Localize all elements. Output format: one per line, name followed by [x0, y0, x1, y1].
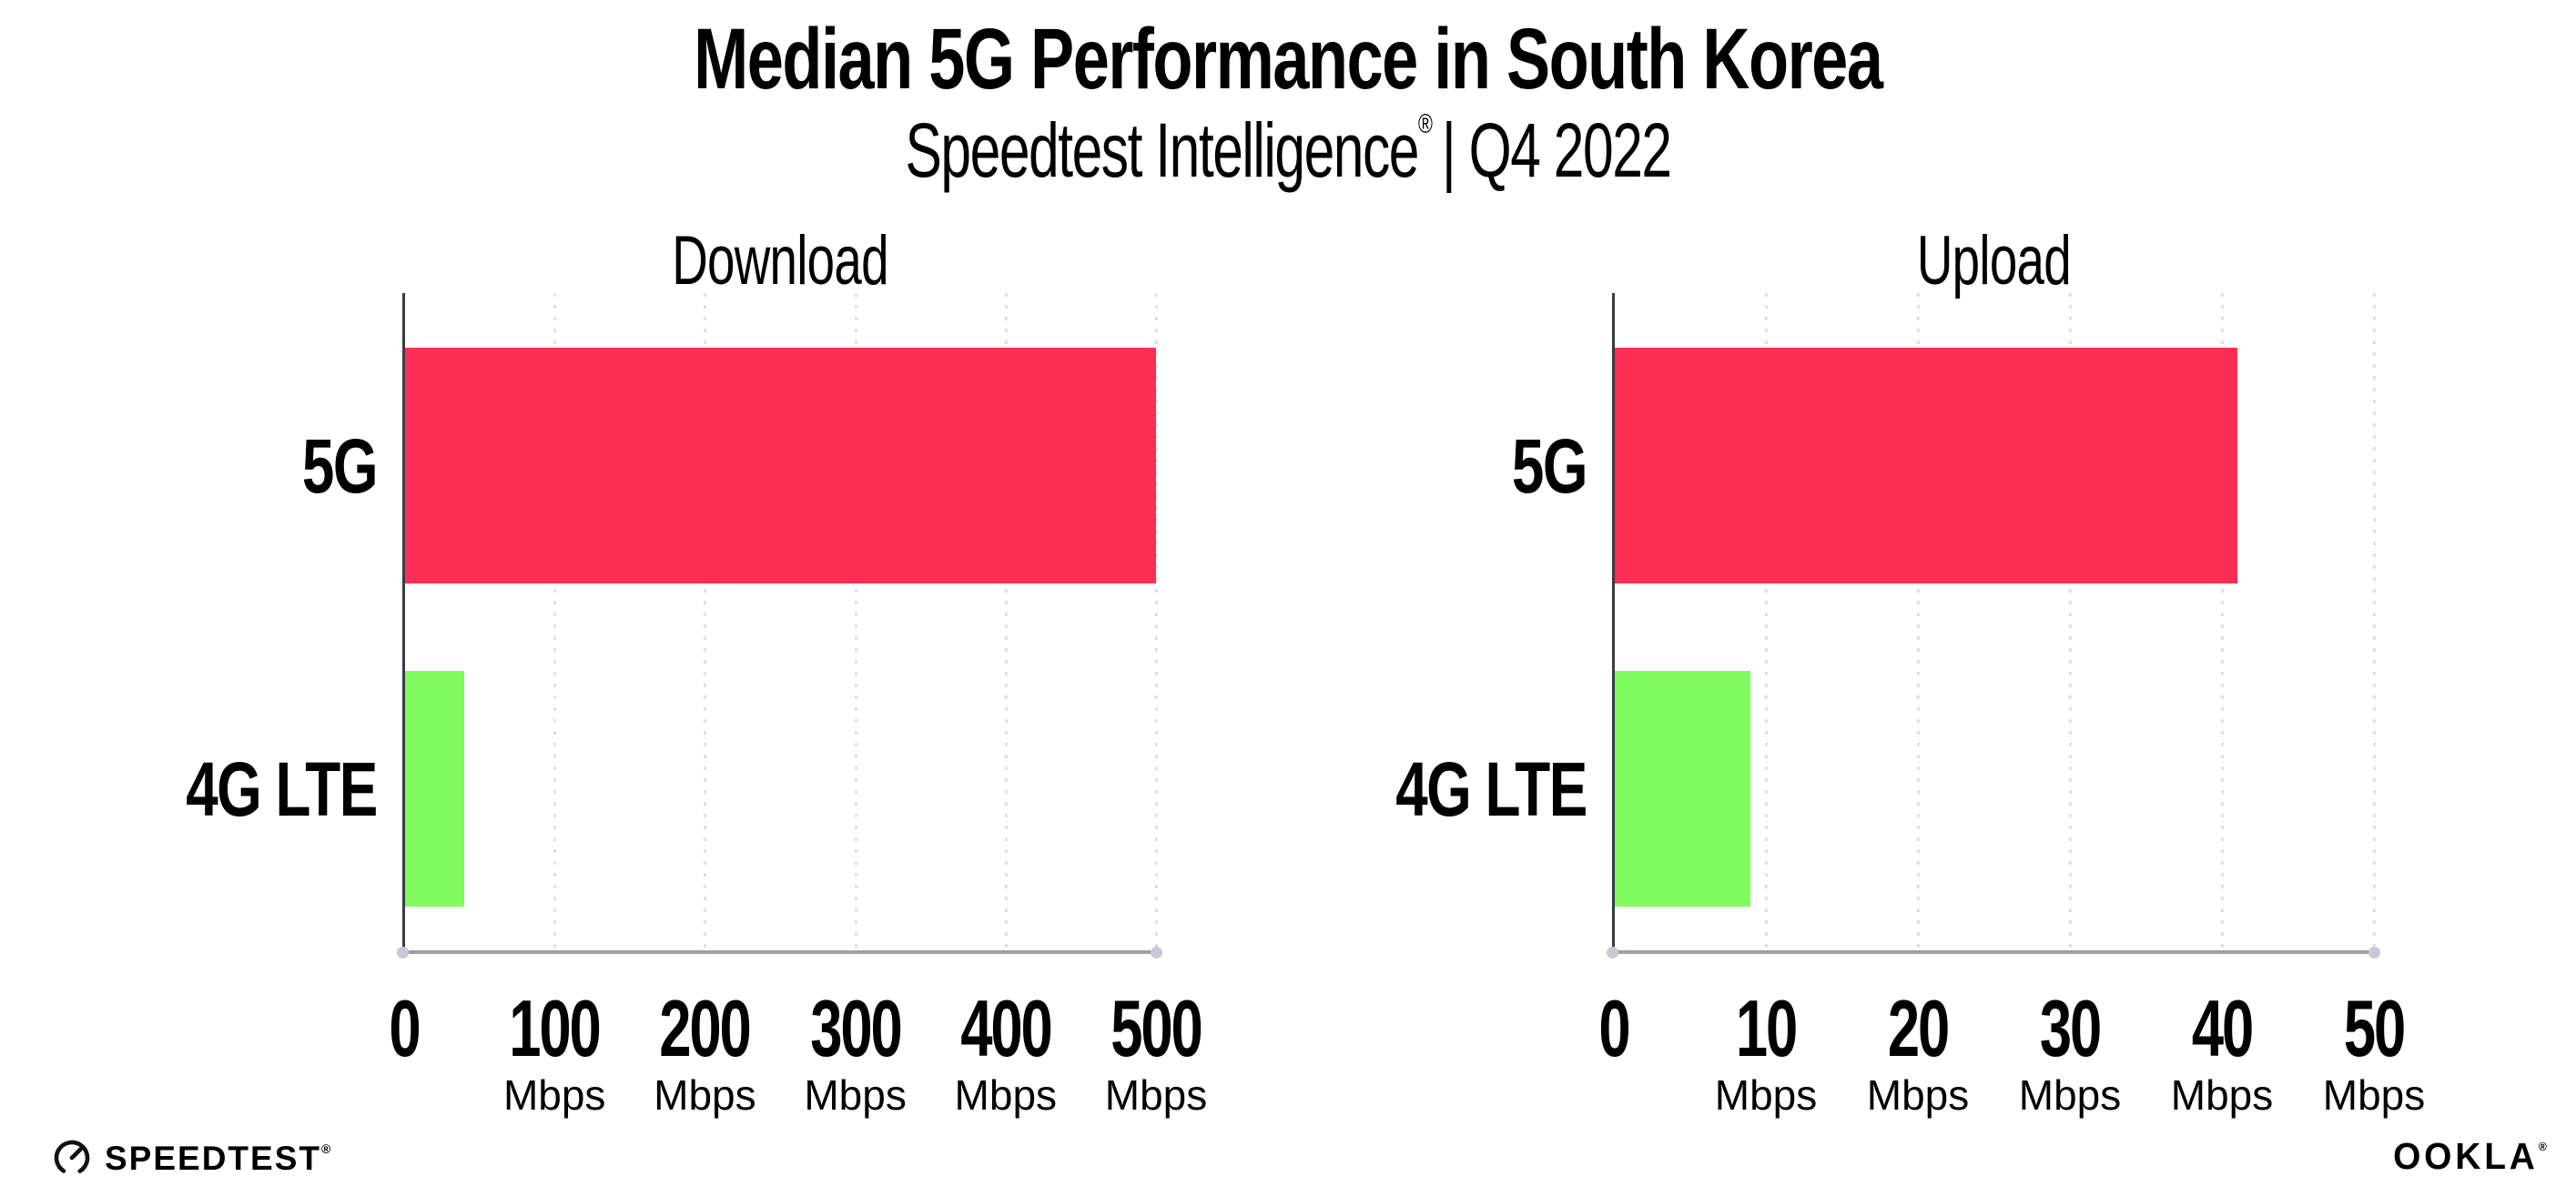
- category-label-5g: 5G: [1488, 422, 1588, 509]
- tick-value: 40: [2191, 983, 2254, 1073]
- tick-unit-label: Mbps: [2322, 1071, 2426, 1119]
- x-tick-10: 10 Mbps: [1629, 989, 1902, 1119]
- page-subtitle: Speedtest Intelligence® | Q4 2022: [0, 107, 2576, 193]
- bar-4g-lte: [404, 671, 465, 907]
- gridline-300-mbps: [854, 293, 857, 950]
- tick-unit-label: Mbps: [954, 1071, 1058, 1119]
- ookla-logo: OOKLA®: [2385, 1138, 2551, 1175]
- page-title: Median 5G Performance in South Korea: [0, 13, 2576, 107]
- category-label-text: 5G: [1511, 422, 1588, 509]
- tick-unit-label: Mbps: [804, 1071, 907, 1119]
- speedtest-wordmark-text: SPEEDTEST: [105, 1139, 321, 1177]
- speedtest-wordmark: SPEEDTEST®: [105, 1141, 332, 1175]
- tick-value: 0: [1598, 983, 1630, 1073]
- download-chart-title: Download: [404, 220, 1156, 302]
- x-tick-30: 30 Mbps: [1933, 989, 2206, 1119]
- tick-value: 50: [2343, 983, 2406, 1073]
- tick-value: 10: [1735, 983, 1798, 1073]
- subtitle-period: | Q4 2022: [1441, 107, 1672, 193]
- axis-end-dot: [1607, 947, 1618, 959]
- ookla-wordmark-text: OOKLA: [2393, 1135, 2540, 1177]
- category-label-text: 4G LTE: [186, 746, 378, 832]
- tick-value: 300: [809, 983, 902, 1073]
- speedtest-gauge-icon: [54, 1140, 90, 1176]
- category-label-text: 5G: [301, 422, 379, 509]
- x-tick-50: 50 Mbps: [2237, 989, 2510, 1119]
- x-tick-100: 100 Mbps: [418, 989, 691, 1119]
- x-tick-400: 400 Mbps: [869, 989, 1142, 1119]
- category-label-text: 4G LTE: [1395, 746, 1587, 832]
- tick-value: 20: [1887, 983, 1950, 1073]
- page-subtitle-text: Speedtest Intelligence® | Q4 2022: [905, 107, 1672, 193]
- subtitle-product: Speedtest Intelligence: [905, 107, 1419, 193]
- upload-chart-title: Upload: [1614, 220, 2374, 302]
- x-axis-line: [1611, 950, 2377, 954]
- tick-unit-label: Mbps: [1866, 1071, 1970, 1119]
- x-tick-0: 0: [1477, 989, 1750, 1069]
- tick-unit-label: Mbps: [1104, 1071, 1208, 1119]
- x-tick-0: 0: [268, 989, 541, 1069]
- bar-5g: [1614, 348, 2237, 583]
- tick-value: 30: [2039, 983, 2102, 1073]
- tick-unit-label: Mbps: [502, 1071, 606, 1119]
- tick-value: 500: [1111, 983, 1202, 1073]
- tick-unit-label: Mbps: [654, 1071, 756, 1119]
- speedtest-logo: SPEEDTEST®: [50, 1136, 332, 1180]
- tick-value: 400: [960, 983, 1052, 1073]
- gridline-500-mbps: [1155, 293, 1158, 950]
- download-plot-area: 5G 4G LTE 0 100 Mbps 200 Mbps 300 Mbps 400 Mbps 500…: [186, 293, 1207, 1118]
- category-label-5g: 5G: [279, 422, 379, 509]
- x-tick-200: 200 Mbps: [568, 989, 841, 1119]
- speedtest-registered-icon: ®: [321, 1141, 333, 1156]
- bar-4g-lte: [1614, 671, 1751, 907]
- tick-value: 0: [389, 983, 421, 1073]
- x-tick-300: 300 Mbps: [719, 989, 992, 1119]
- x-tick-40: 40 Mbps: [2085, 989, 2358, 1119]
- ookla-registered-icon: ®: [2539, 1140, 2551, 1153]
- upload-chart-title-text: Upload: [1916, 222, 2072, 299]
- header: Median 5G Performance in South Korea Spe…: [0, 13, 2576, 192]
- axis-end-dot: [397, 947, 409, 959]
- x-tick-20: 20 Mbps: [1781, 989, 2054, 1119]
- y-axis-line: [1612, 293, 1615, 952]
- category-label-4g-lte: 4G LTE: [1335, 751, 1587, 827]
- axis-end-dot: [2368, 947, 2380, 959]
- gridline-200-mbps: [704, 293, 707, 950]
- gridline-400-mbps: [1004, 293, 1008, 950]
- tick-unit-label: Mbps: [2018, 1071, 2122, 1119]
- gridline-40-mbps: [2221, 293, 2224, 950]
- gridline-30-mbps: [2069, 293, 2072, 950]
- gridline-20-mbps: [1917, 293, 1920, 950]
- ookla-wordmark: OOKLA®: [2393, 1138, 2551, 1175]
- x-axis-line: [401, 950, 1159, 954]
- tick-unit-label: Mbps: [2170, 1071, 2274, 1119]
- download-chart-title-text: Download: [672, 222, 888, 299]
- gridline-50-mbps: [2373, 293, 2376, 950]
- category-label-4g-lte: 4G LTE: [126, 746, 378, 832]
- y-axis-line: [402, 293, 405, 952]
- tick-unit-label: Mbps: [1714, 1071, 1818, 1119]
- tick-value: 200: [659, 983, 752, 1073]
- tick-value: 100: [509, 983, 602, 1073]
- registered-trademark-icon: ®: [1417, 108, 1433, 139]
- axis-end-dot: [1151, 947, 1162, 959]
- gridline-100-mbps: [553, 293, 557, 950]
- x-tick-500: 500 Mbps: [1019, 989, 1293, 1119]
- bar-5g: [404, 348, 1156, 583]
- upload-plot-area: 5G 4G LTE 0 10 Mbps 20 Mbps 30 Mbps 40 Mbps 50 Mbps: [1395, 293, 2425, 1118]
- gridline-10-mbps: [1765, 293, 1768, 950]
- page-title-text: Median 5G Performance in South Korea: [694, 11, 1883, 107]
